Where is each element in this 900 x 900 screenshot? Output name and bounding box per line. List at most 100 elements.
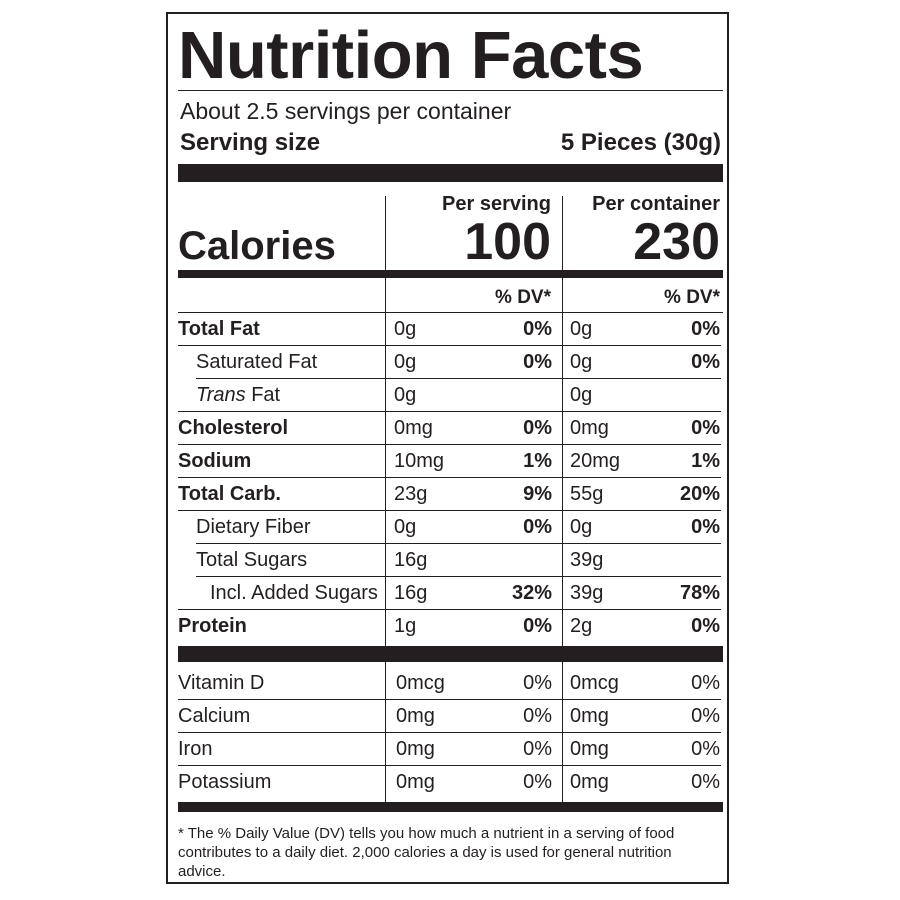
serving-dv: 0% [523, 738, 552, 760]
nutrient-name: Protein [178, 615, 247, 637]
nutrient-row: Saturated Fat 0g 0% 0g 0% [168, 346, 727, 379]
vitamin-name: Calcium [178, 705, 251, 727]
nutrient-row: Dietary Fiber 0g 0% 0g 0% [168, 511, 727, 544]
serving-dv: 0% [523, 516, 552, 538]
nutrient-row: Sodium 10mg 1% 20mg 1% [168, 445, 727, 478]
per-serving-header: Per serving [442, 193, 551, 215]
calories-per-container: 230 [633, 213, 720, 271]
column-divider-1 [385, 196, 386, 812]
title-divider [178, 90, 723, 91]
column-divider-2 [562, 196, 563, 812]
serving-dv: 0% [523, 771, 552, 793]
dv-header-container: % DV* [664, 287, 720, 308]
container-dv: 0% [691, 516, 720, 538]
serving-amount: 0g [394, 351, 417, 373]
nutrient-row: Trans Fat 0g 0g [168, 379, 727, 412]
container-amount: 0g [570, 351, 593, 373]
label-title: Nutrition Facts [178, 18, 644, 93]
thick-bar-vitamins [178, 646, 723, 662]
calories-label: Calories [178, 224, 336, 268]
serving-amount: 16g [394, 549, 428, 571]
container-amount: 0mg [570, 705, 609, 727]
nutrient-name: Saturated Fat [196, 351, 318, 373]
nutrient-name: Sodium [178, 450, 252, 472]
nutrient-row: Incl. Added Sugars 16g 32% 39g 78% [168, 577, 727, 610]
container-dv: 0% [691, 351, 720, 373]
dv-header-serving: % DV* [495, 287, 551, 308]
serving-size-label: Serving size [180, 129, 321, 156]
nutrient-name: Total Carb. [178, 483, 281, 505]
container-amount: 55g [570, 483, 604, 505]
nutrient-row: Total Sugars 16g 39g [168, 544, 727, 577]
container-amount: 20mg [570, 450, 621, 472]
serving-dv: 9% [523, 483, 552, 505]
nutrient-name: Total Sugars [196, 549, 308, 571]
serving-dv: 0% [523, 705, 552, 727]
container-amount: 0mg [570, 771, 609, 793]
thick-bar-bottom [178, 802, 723, 812]
serving-dv: 0% [523, 318, 552, 340]
container-amount: 2g [570, 615, 593, 637]
per-container-header: Per container [592, 193, 720, 215]
nutrient-row: Protein 1g 0% 2g 0% [168, 610, 727, 643]
nutrient-row: Total Fat 0g 0% 0g 0% [168, 313, 727, 346]
container-dv: 0% [691, 705, 720, 727]
container-dv: 0% [691, 615, 720, 637]
serving-amount: 10mg [394, 450, 445, 472]
nutrient-name: Total Fat [178, 318, 260, 340]
nutrient-name-rest: Fat [245, 384, 281, 406]
row-divider [178, 609, 721, 610]
serving-amount: 0mg [394, 417, 433, 439]
nutrient-name: Trans Fat [196, 379, 280, 412]
container-dv: 78% [679, 582, 720, 604]
row-divider [196, 576, 721, 577]
nutrient-row: Total Carb. 23g 9% 55g 20% [168, 478, 727, 511]
row-divider [178, 444, 721, 445]
serving-dv: 0% [523, 615, 552, 637]
calories-per-serving: 100 [464, 213, 551, 271]
serving-amount: 0mcg [396, 672, 445, 694]
vitamin-row: Vitamin D 0mcg 0% 0mcg 0% [168, 667, 727, 700]
row-divider [178, 345, 721, 346]
thick-bar-top [178, 164, 723, 182]
container-dv: 0% [691, 771, 720, 793]
serving-dv: 0% [523, 417, 552, 439]
container-dv: 0% [691, 417, 720, 439]
serving-amount: 23g [394, 483, 428, 505]
serving-amount: 0mg [396, 771, 435, 793]
row-divider [178, 732, 721, 733]
nutrient-name: Incl. Added Sugars [210, 582, 378, 604]
nutrient-name: Dietary Fiber [196, 516, 311, 538]
container-amount: 0g [570, 516, 593, 538]
servings-per-container: About 2.5 servings per container [180, 98, 512, 124]
row-divider [178, 699, 721, 700]
serving-dv: 0% [523, 672, 552, 694]
row-divider [178, 411, 721, 412]
row-divider [178, 510, 721, 511]
nutrient-name: Cholesterol [178, 417, 289, 439]
container-dv: 0% [691, 318, 720, 340]
vitamin-name: Potassium [178, 771, 272, 793]
container-amount: 0g [570, 384, 593, 406]
serving-dv: 0% [523, 351, 552, 373]
container-amount: 0mg [570, 417, 609, 439]
nutrient-name-italic: Trans [196, 384, 246, 406]
serving-amount: 0mg [396, 705, 435, 727]
nutrient-row: Cholesterol 0mg 0% 0mg 0% [168, 412, 727, 445]
serving-amount: 0mg [396, 738, 435, 760]
serving-amount: 1g [394, 615, 417, 637]
vitamin-name: Iron [178, 738, 213, 760]
serving-size-value: 5 Pieces (30g) [560, 129, 721, 156]
serving-dv: 1% [523, 450, 552, 472]
container-dv: 20% [679, 483, 720, 505]
footnote: * The % Daily Value (DV) tells you how m… [178, 825, 675, 880]
serving-dv: 32% [511, 582, 552, 604]
container-amount: 0mcg [570, 672, 619, 694]
vitamin-name: Vitamin D [178, 672, 265, 694]
nutrition-facts-label: Nutrition Facts About 2.5 servings per c… [166, 12, 729, 884]
container-amount: 0mg [570, 738, 609, 760]
container-amount: 0g [570, 318, 593, 340]
container-amount: 39g [570, 549, 604, 571]
vitamin-row: Potassium 0mg 0% 0mg 0% [168, 766, 727, 799]
vitamin-row: Iron 0mg 0% 0mg 0% [168, 733, 727, 766]
